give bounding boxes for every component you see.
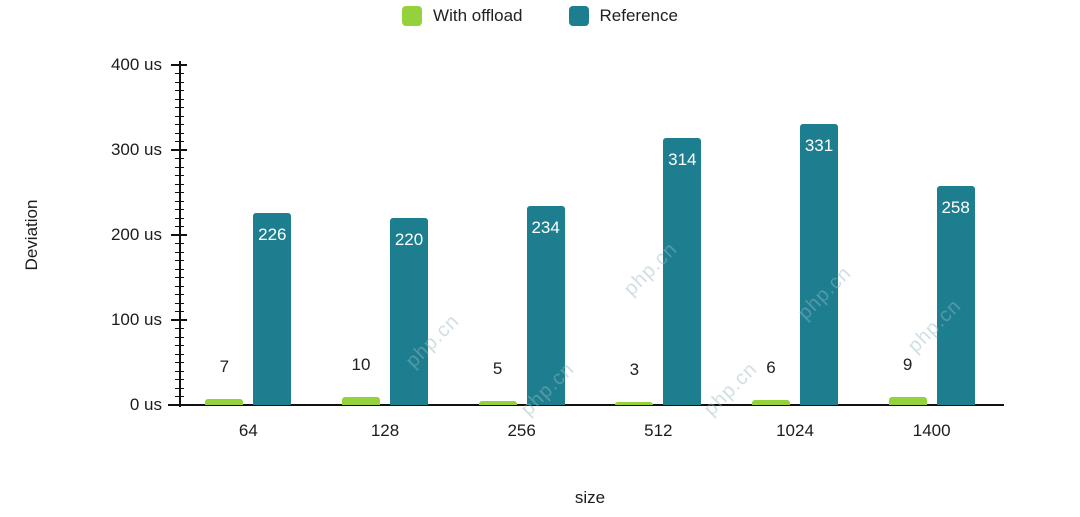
bar-with-offload-512 — [615, 402, 654, 405]
chart-legend: With offload Reference — [0, 6, 1080, 26]
bar-value-with-offload-1024: 6 — [766, 357, 776, 377]
bar-reference-1400 — [936, 185, 975, 405]
y-minor-tick — [174, 124, 184, 125]
bar-value-reference-128: 220 — [394, 230, 424, 249]
x-tick-label-1400: 1400 — [912, 421, 951, 440]
y-minor-tick — [174, 183, 184, 185]
y-minor-tick — [174, 311, 184, 312]
bar-value-reference-512: 314 — [668, 150, 697, 170]
y-minor-tick — [174, 115, 184, 117]
y-minor-tick — [174, 260, 184, 261]
y-tick-label-200: 200 us — [110, 225, 162, 244]
y-tick-label-400: 400 us — [110, 55, 162, 74]
y-minor-tick — [174, 73, 184, 74]
y-minor-tick — [174, 353, 184, 355]
bar-reference-256 — [526, 206, 565, 405]
x-tick-label-1024: 1024 — [776, 421, 814, 440]
y-minor-tick — [174, 192, 184, 193]
y-minor-tick — [174, 90, 184, 91]
y-major-tick — [171, 404, 187, 406]
y-minor-tick — [174, 285, 184, 287]
legend-item-reference: Reference — [568, 6, 678, 26]
y-major-tick — [171, 64, 187, 66]
bar-reference-512 — [663, 138, 702, 405]
y-tick-label-300: 300 us — [110, 140, 162, 159]
y-minor-tick — [174, 107, 184, 108]
y-major-tick — [171, 149, 187, 151]
y-minor-tick — [174, 302, 184, 304]
y-minor-tick — [174, 294, 184, 295]
x-tick-label-512: 512 — [644, 421, 673, 440]
y-minor-tick — [174, 370, 184, 372]
legend-label-reference: Reference — [599, 6, 678, 25]
bar-reference-64 — [253, 212, 292, 405]
bar-with-offload-256 — [478, 400, 517, 405]
legend-swatch-reference — [568, 6, 589, 26]
y-minor-tick — [174, 277, 184, 278]
x-tick-label-128: 128 — [370, 421, 400, 440]
y-minor-tick — [174, 217, 184, 219]
y-axis-title: Deviation — [22, 199, 41, 271]
bar-value-with-offload-64: 7 — [219, 357, 230, 377]
y-minor-tick — [174, 251, 184, 253]
y-minor-tick — [174, 396, 184, 397]
y-minor-tick — [174, 379, 184, 380]
bar-reference-128 — [390, 218, 428, 405]
y-minor-tick — [174, 387, 184, 389]
y-minor-tick — [174, 132, 184, 134]
y-minor-tick — [174, 166, 184, 168]
bar-value-reference-1024: 331 — [804, 135, 834, 155]
legend-label-with-offload: With offload — [433, 6, 523, 25]
bar-with-offload-1400 — [888, 397, 927, 405]
bar-with-offload-1024 — [752, 399, 790, 405]
y-minor-tick — [174, 141, 184, 142]
x-axis-title: size — [574, 488, 606, 507]
bar-with-offload-64 — [205, 399, 244, 405]
y-minor-tick — [174, 243, 184, 244]
bar-value-reference-64: 226 — [258, 224, 287, 244]
bar-with-offload-128 — [342, 396, 380, 405]
y-minor-tick — [174, 98, 184, 100]
y-minor-tick — [174, 81, 184, 83]
y-major-tick — [171, 234, 187, 236]
bar-value-with-offload-1400: 9 — [902, 355, 913, 375]
y-tick-label-100: 100 us — [110, 310, 162, 329]
bar-value-reference-1400: 258 — [941, 197, 970, 217]
bar-value-reference-256: 234 — [531, 218, 560, 238]
x-tick-label-64: 64 — [238, 421, 258, 440]
y-minor-tick — [174, 209, 184, 210]
y-minor-tick — [174, 158, 184, 159]
bar-value-with-offload-256: 5 — [492, 358, 503, 378]
bar-value-with-offload-128: 10 — [351, 354, 371, 374]
x-tick-label-256: 256 — [507, 421, 536, 440]
y-major-tick — [171, 319, 187, 321]
legend-swatch-with-offload — [402, 6, 423, 26]
legend-item-with-offload: With offload — [402, 6, 523, 26]
bar-reference-1024 — [800, 123, 838, 405]
y-minor-tick — [174, 175, 184, 176]
y-minor-tick — [174, 268, 184, 270]
y-minor-tick — [174, 336, 184, 338]
bar-value-with-offload-512: 3 — [629, 360, 640, 380]
y-tick-label-0: 0 us — [129, 395, 162, 414]
y-minor-tick — [174, 226, 184, 227]
y-minor-tick — [174, 345, 184, 346]
y-minor-tick — [174, 200, 184, 202]
y-minor-tick — [174, 362, 184, 363]
x-axis-line — [168, 404, 1004, 406]
y-minor-tick — [174, 328, 184, 329]
